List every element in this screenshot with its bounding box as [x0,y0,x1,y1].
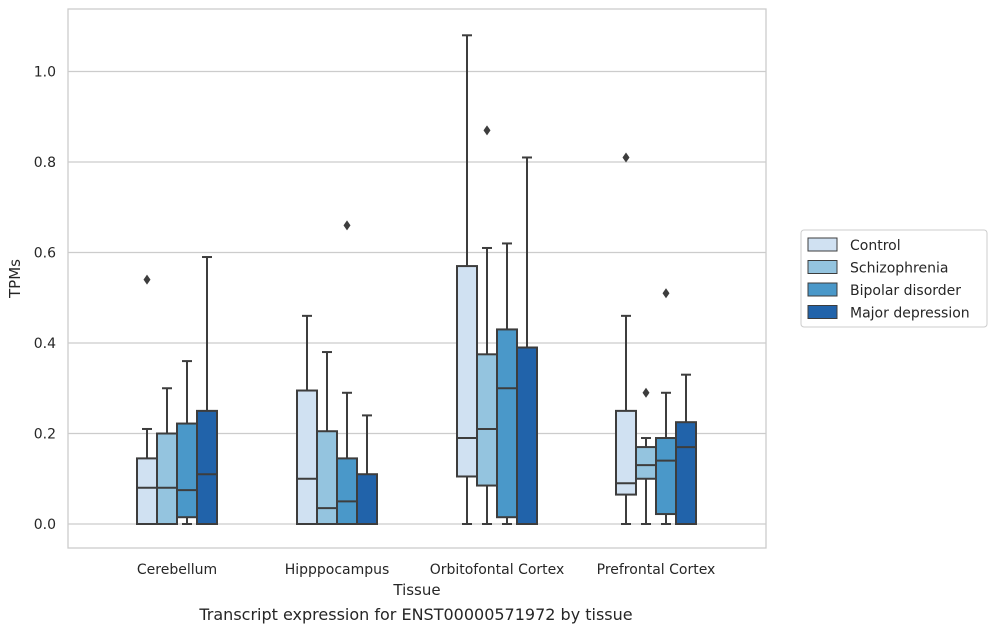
box-plot-chart: 0.0 0.2 0.4 0.6 0.8 1.0 Cerebellum Hipppocampu… [6,8,988,599]
x-tick-label: Hipppocampus [285,562,390,578]
box-control [456,34,478,525]
box-iqr [675,421,697,525]
outlier-point [622,152,630,163]
legend-frame [800,229,988,328]
box-iqr [476,353,498,487]
box-iqr [655,437,677,516]
box-iqr [516,346,538,525]
box-iqr [635,446,657,480]
box-iqr [316,430,338,525]
y-axis-label: TPMs [6,259,24,299]
outlier-point [143,274,151,285]
plot-area-frame [67,8,767,549]
y-tick-label: 1.0 [34,65,56,81]
y-axis-ticks: 0.0 0.2 0.4 0.6 0.8 1.0 [34,65,56,534]
x-tick-label: Prefrontal Cortex [597,562,716,578]
box-iqr [496,328,518,519]
y-tick-label: 0.0 [34,517,56,533]
y-tick-label: 0.8 [34,155,56,171]
x-axis-ticks: Cerebellum Hipppocampus Orbitofontal Corte… [137,562,715,578]
box-control [136,274,158,526]
box-iqr [456,265,478,478]
legend-swatch [807,305,838,319]
box-control [296,314,318,526]
legend: Control Schizophrenia Bipolar disorder Majo… [800,229,988,328]
box-iqr [336,457,358,526]
box-bipolar-disorder [655,288,677,525]
box-major-depression [516,156,538,525]
legend-entry: Control [850,238,901,254]
box-iqr [136,457,158,526]
figure-caption: Transcript expression for ENST0000057197… [199,605,633,624]
outlier-point [662,288,670,299]
box-control [615,152,637,525]
x-tick-label: Orbitofontal Cortex [430,562,565,578]
box-iqr [296,389,318,526]
boxes [136,34,697,526]
outlier-point [343,220,351,231]
legend-entry: Schizophrenia [850,261,948,277]
box-bipolar-disorder [496,242,518,525]
x-tick-label: Cerebellum [137,562,217,578]
y-tick-label: 0.4 [34,336,56,352]
legend-swatch [807,260,838,274]
box-schizophrenia [476,125,498,525]
box-iqr [156,432,178,525]
box-major-depression [356,414,378,526]
y-tick-label: 0.6 [34,246,56,262]
box-schizophrenia [156,387,178,525]
box-bipolar-disorder [176,360,198,525]
x-axis-label: Tissue [392,581,440,599]
box-schizophrenia [635,387,657,525]
box-iqr [615,409,637,496]
outlier-point [483,125,491,136]
legend-entry: Major depression [850,306,970,322]
legend-entry: Bipolar disorder [850,283,961,299]
box-major-depression [196,256,218,525]
box-schizophrenia [316,351,338,525]
y-tick-label: 0.2 [34,427,56,443]
box-iqr [356,473,378,526]
outlier-point [642,387,650,398]
legend-swatch [807,282,838,297]
legend-swatch [807,237,838,252]
box-iqr [196,409,218,525]
box-major-depression [675,373,697,525]
box-bipolar-disorder [336,220,358,526]
box-iqr [176,422,198,519]
